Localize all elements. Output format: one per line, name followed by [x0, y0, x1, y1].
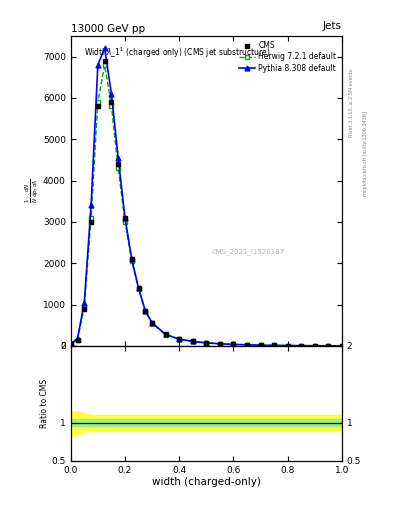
Herwig 7.2.1 default	[326, 343, 331, 349]
CMS	[109, 99, 114, 105]
Pythia 8.308 default	[143, 308, 148, 314]
CMS	[177, 336, 182, 342]
Herwig 7.2.1 default	[123, 219, 127, 225]
Herwig 7.2.1 default	[272, 343, 276, 349]
CMS	[218, 340, 222, 347]
Herwig 7.2.1 default	[244, 342, 250, 348]
Herwig 7.2.1 default	[82, 304, 86, 310]
Herwig 7.2.1 default	[129, 258, 134, 264]
Herwig 7.2.1 default	[218, 341, 222, 347]
Pythia 8.308 default	[136, 285, 141, 291]
Pythia 8.308 default	[285, 343, 290, 349]
Text: 13000 GeV pp: 13000 GeV pp	[71, 24, 145, 34]
Pythia 8.308 default	[326, 343, 331, 349]
CMS	[204, 340, 209, 346]
CMS	[326, 343, 331, 349]
Pythia 8.308 default	[163, 331, 168, 337]
Herwig 7.2.1 default	[95, 99, 100, 105]
Herwig 7.2.1 default	[190, 338, 195, 345]
CMS	[102, 57, 107, 63]
Pythia 8.308 default	[340, 343, 344, 349]
Pythia 8.308 default	[75, 335, 80, 342]
CMS	[75, 337, 80, 343]
CMS	[82, 306, 86, 312]
Herwig 7.2.1 default	[299, 343, 303, 349]
Pythia 8.308 default	[272, 343, 276, 349]
Pythia 8.308 default	[218, 340, 222, 347]
CMS	[163, 331, 168, 337]
Legend: CMS, Herwig 7.2.1 default, Pythia 8.308 default: CMS, Herwig 7.2.1 default, Pythia 8.308 …	[237, 39, 338, 74]
Text: Rivet 3.1.10, ≥ 2.5M events: Rivet 3.1.10, ≥ 2.5M events	[349, 68, 354, 137]
CMS	[116, 161, 121, 167]
Y-axis label: Ratio to CMS: Ratio to CMS	[40, 379, 49, 428]
Pythia 8.308 default	[95, 62, 100, 68]
Pythia 8.308 default	[68, 341, 73, 347]
Pythia 8.308 default	[258, 342, 263, 348]
Pythia 8.308 default	[123, 215, 127, 221]
CMS	[129, 256, 134, 262]
Pythia 8.308 default	[102, 45, 107, 51]
Herwig 7.2.1 default	[285, 343, 290, 349]
Herwig 7.2.1 default	[312, 343, 317, 349]
CMS	[299, 343, 303, 349]
CMS	[143, 308, 148, 314]
CMS	[272, 343, 276, 349]
Herwig 7.2.1 default	[75, 337, 80, 343]
CMS	[89, 219, 94, 225]
Herwig 7.2.1 default	[231, 342, 236, 348]
CMS	[150, 319, 154, 326]
Herwig 7.2.1 default	[109, 103, 114, 109]
Pythia 8.308 default	[129, 256, 134, 262]
Text: Width$\lambda\_1^1$ (charged only) (CMS jet substructure): Width$\lambda\_1^1$ (charged only) (CMS …	[84, 45, 271, 59]
Pythia 8.308 default	[231, 342, 236, 348]
Herwig 7.2.1 default	[136, 286, 141, 292]
Pythia 8.308 default	[109, 91, 114, 97]
Text: CMS_2021_I1920187: CMS_2021_I1920187	[212, 248, 285, 254]
CMS	[258, 342, 263, 348]
Pythia 8.308 default	[204, 340, 209, 346]
Pythia 8.308 default	[312, 343, 317, 349]
Pythia 8.308 default	[244, 342, 250, 348]
CMS	[285, 343, 290, 349]
CMS	[231, 342, 236, 348]
Herwig 7.2.1 default	[68, 341, 73, 347]
Text: Jets: Jets	[323, 21, 342, 31]
Herwig 7.2.1 default	[163, 332, 168, 338]
CMS	[136, 285, 141, 291]
CMS	[340, 343, 344, 349]
Herwig 7.2.1 default	[340, 343, 344, 349]
Herwig 7.2.1 default	[204, 340, 209, 346]
CMS	[68, 341, 73, 347]
Pythia 8.308 default	[177, 336, 182, 342]
Pythia 8.308 default	[190, 338, 195, 345]
Line: Pythia 8.308 default: Pythia 8.308 default	[68, 46, 344, 348]
X-axis label: width (charged-only): width (charged-only)	[152, 477, 261, 487]
CMS	[312, 343, 317, 349]
Pythia 8.308 default	[299, 343, 303, 349]
Y-axis label: $\frac{1}{N}\,\frac{dN}{dp_T\,d\lambda}$: $\frac{1}{N}\,\frac{dN}{dp_T\,d\lambda}$	[23, 179, 40, 203]
Pythia 8.308 default	[89, 202, 94, 208]
Herwig 7.2.1 default	[258, 342, 263, 348]
Line: CMS: CMS	[68, 58, 344, 348]
Herwig 7.2.1 default	[150, 320, 154, 326]
Pythia 8.308 default	[116, 155, 121, 161]
CMS	[123, 215, 127, 221]
Herwig 7.2.1 default	[143, 308, 148, 314]
Pythia 8.308 default	[150, 319, 154, 326]
CMS	[190, 338, 195, 345]
Herwig 7.2.1 default	[177, 336, 182, 343]
Line: Herwig 7.2.1 default: Herwig 7.2.1 default	[68, 62, 344, 348]
Herwig 7.2.1 default	[102, 62, 107, 68]
Herwig 7.2.1 default	[89, 215, 94, 221]
CMS	[95, 103, 100, 109]
Text: mcplots.cern.ch [arXiv:1306.3436]: mcplots.cern.ch [arXiv:1306.3436]	[363, 111, 368, 196]
Pythia 8.308 default	[82, 300, 86, 306]
CMS	[244, 342, 250, 348]
Herwig 7.2.1 default	[116, 165, 121, 171]
